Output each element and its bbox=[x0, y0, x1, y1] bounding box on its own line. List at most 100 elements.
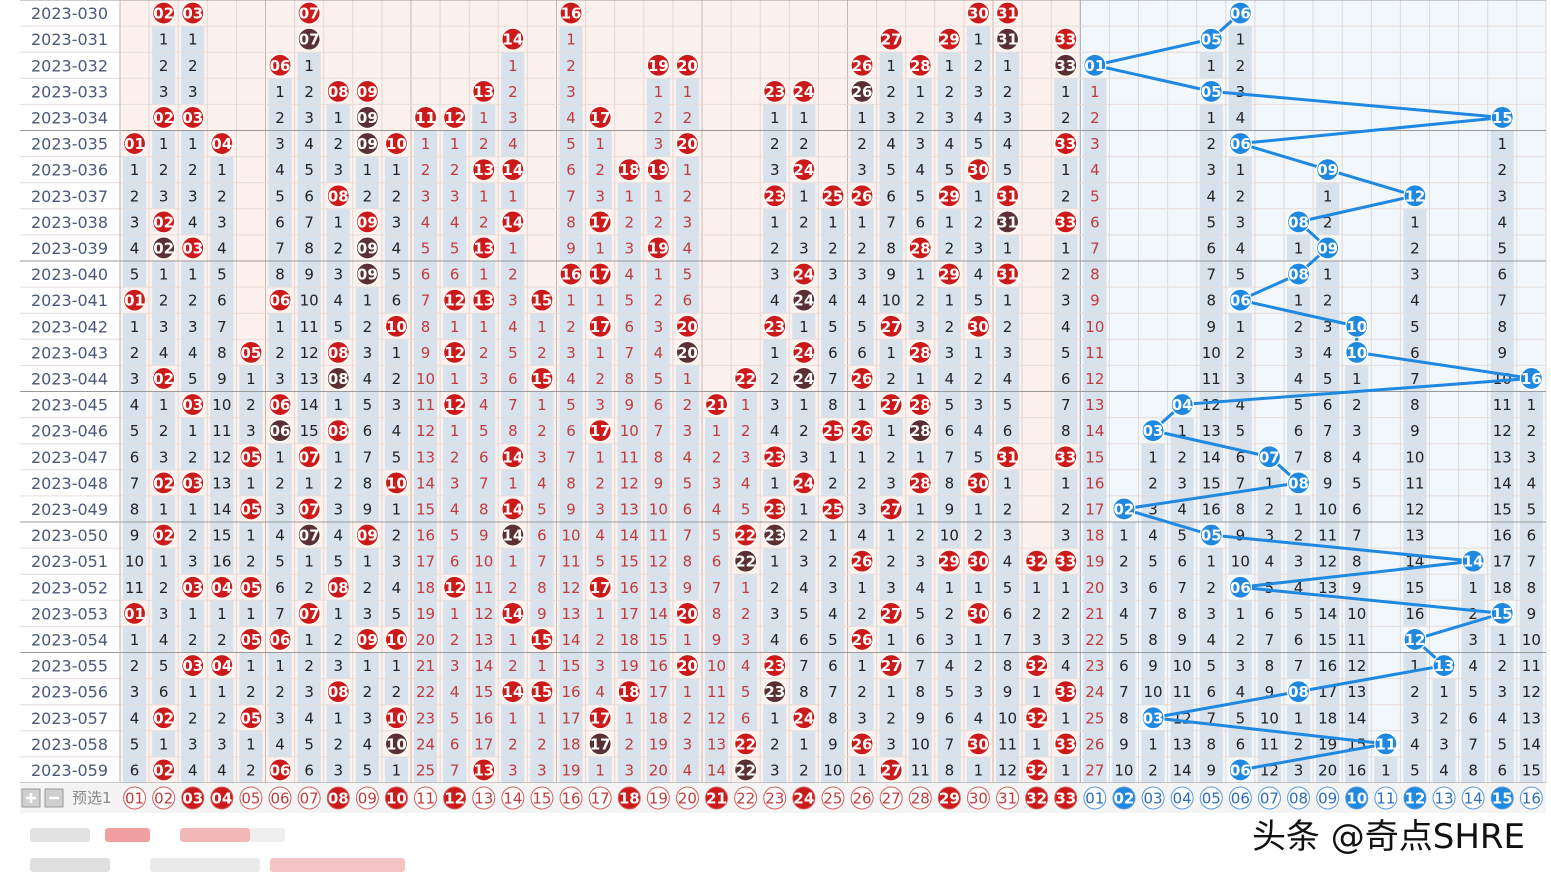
select-blue-08[interactable]: 08 bbox=[1287, 786, 1311, 810]
miss-value: 2 bbox=[595, 474, 605, 492]
miss-bar bbox=[966, 652, 990, 679]
select-red-11[interactable]: 11 bbox=[414, 786, 438, 810]
select-red-05[interactable]: 05 bbox=[239, 786, 263, 810]
miss-value: 8 bbox=[1119, 709, 1129, 727]
select-blue-09[interactable]: 09 bbox=[1316, 786, 1340, 810]
select-blue-15[interactable]: 15 bbox=[1490, 786, 1514, 810]
select-red-14[interactable]: 14 bbox=[501, 786, 525, 810]
select-red-16[interactable]: 16 bbox=[559, 786, 583, 810]
select-red-28[interactable]: 28 bbox=[908, 786, 932, 810]
red-ball: 23 bbox=[763, 184, 787, 208]
select-red-32[interactable]: 32 bbox=[1025, 786, 1049, 810]
select-red-08[interactable]: 08 bbox=[326, 786, 350, 810]
select-red-27[interactable]: 27 bbox=[879, 786, 903, 810]
select-red-13[interactable]: 13 bbox=[472, 786, 496, 810]
miss-value: 3 bbox=[1294, 344, 1304, 362]
select-red-25[interactable]: 25 bbox=[821, 786, 845, 810]
select-red-04[interactable]: 04 bbox=[210, 786, 234, 810]
miss-bar bbox=[1083, 287, 1107, 314]
select-blue-11[interactable]: 11 bbox=[1374, 786, 1398, 810]
miss-bar bbox=[937, 626, 961, 653]
select-red-23[interactable]: 23 bbox=[763, 786, 787, 810]
miss-value: 6 bbox=[857, 344, 867, 362]
select-blue-05[interactable]: 05 bbox=[1199, 786, 1223, 810]
miss-value: 5 bbox=[1352, 474, 1362, 492]
select-red-18[interactable]: 18 bbox=[617, 786, 641, 810]
select-red-21[interactable]: 21 bbox=[705, 786, 729, 810]
red-ball: 08 bbox=[326, 419, 350, 443]
select-red-12[interactable]: 12 bbox=[443, 786, 467, 810]
select-blue-16[interactable]: 16 bbox=[1519, 786, 1543, 810]
expand-button[interactable] bbox=[21, 788, 41, 808]
miss-value: 1 bbox=[217, 683, 227, 701]
svg-text:28: 28 bbox=[910, 57, 931, 75]
miss-value: 1 bbox=[683, 683, 693, 701]
select-red-15[interactable]: 15 bbox=[530, 786, 554, 810]
miss-value: 3 bbox=[595, 396, 605, 414]
miss-bar bbox=[792, 495, 816, 522]
select-blue-03[interactable]: 03 bbox=[1141, 786, 1165, 810]
miss-bar bbox=[1519, 469, 1543, 496]
miss-bar bbox=[1199, 287, 1223, 314]
select-blue-13[interactable]: 13 bbox=[1432, 786, 1456, 810]
miss-value: 1 bbox=[333, 448, 343, 466]
miss-bar bbox=[879, 365, 903, 392]
miss-bar bbox=[646, 704, 670, 731]
miss-bar bbox=[297, 313, 321, 340]
miss-bar bbox=[443, 261, 467, 288]
miss-value: 16 bbox=[1347, 761, 1366, 779]
miss-value: 1 bbox=[770, 474, 780, 492]
miss-value: 1 bbox=[392, 161, 402, 179]
miss-value: 2 bbox=[392, 370, 402, 388]
miss-bar bbox=[210, 417, 234, 444]
miss-value: 1 bbox=[799, 735, 809, 753]
collapse-button[interactable] bbox=[44, 788, 64, 808]
miss-bar bbox=[268, 261, 292, 288]
select-blue-04[interactable]: 04 bbox=[1170, 786, 1194, 810]
svg-text:23: 23 bbox=[764, 448, 785, 466]
select-red-20[interactable]: 20 bbox=[675, 786, 699, 810]
select-red-17[interactable]: 17 bbox=[588, 786, 612, 810]
select-red-22[interactable]: 22 bbox=[734, 786, 758, 810]
select-red-09[interactable]: 09 bbox=[355, 786, 379, 810]
select-blue-14[interactable]: 14 bbox=[1461, 786, 1485, 810]
select-red-03[interactable]: 03 bbox=[181, 786, 205, 810]
select-red-24[interactable]: 24 bbox=[792, 786, 816, 810]
miss-bar bbox=[297, 287, 321, 314]
miss-bar bbox=[1228, 156, 1252, 183]
blue-ball: 01 bbox=[1083, 53, 1107, 77]
select-red-29[interactable]: 29 bbox=[937, 786, 961, 810]
miss-value: 6 bbox=[915, 213, 925, 231]
miss-value: 5 bbox=[915, 605, 925, 623]
select-red-19[interactable]: 19 bbox=[646, 786, 670, 810]
select-red-30[interactable]: 30 bbox=[966, 786, 990, 810]
select-red-26[interactable]: 26 bbox=[850, 786, 874, 810]
select-red-10[interactable]: 10 bbox=[384, 786, 408, 810]
select-blue-02[interactable]: 02 bbox=[1112, 786, 1136, 810]
select-red-06[interactable]: 06 bbox=[268, 786, 292, 810]
select-red-07[interactable]: 07 bbox=[297, 786, 321, 810]
select-blue-01[interactable]: 01 bbox=[1083, 786, 1107, 810]
miss-value: 6 bbox=[945, 709, 955, 727]
miss-bar bbox=[123, 182, 147, 209]
select-blue-10[interactable]: 10 bbox=[1345, 786, 1369, 810]
miss-value: 3 bbox=[333, 266, 343, 284]
miss-value: 3 bbox=[392, 396, 402, 414]
svg-text:06: 06 bbox=[1230, 579, 1251, 597]
select-red-31[interactable]: 31 bbox=[996, 786, 1020, 810]
miss-bar bbox=[646, 261, 670, 288]
select-red-02[interactable]: 02 bbox=[152, 786, 176, 810]
select-red-33[interactable]: 33 bbox=[1054, 786, 1078, 810]
miss-value: 6 bbox=[1352, 500, 1362, 518]
select-blue-12[interactable]: 12 bbox=[1403, 786, 1427, 810]
miss-value: 14 bbox=[1347, 709, 1366, 727]
select-red-01[interactable]: 01 bbox=[123, 786, 147, 810]
miss-value: 3 bbox=[450, 187, 460, 205]
miss-value: 8 bbox=[1003, 657, 1013, 675]
select-blue-06[interactable]: 06 bbox=[1228, 786, 1252, 810]
miss-bar bbox=[937, 78, 961, 105]
miss-value: 3 bbox=[508, 292, 518, 310]
miss-bar bbox=[1199, 678, 1223, 705]
blur-block bbox=[150, 858, 260, 872]
select-blue-07[interactable]: 07 bbox=[1257, 786, 1281, 810]
